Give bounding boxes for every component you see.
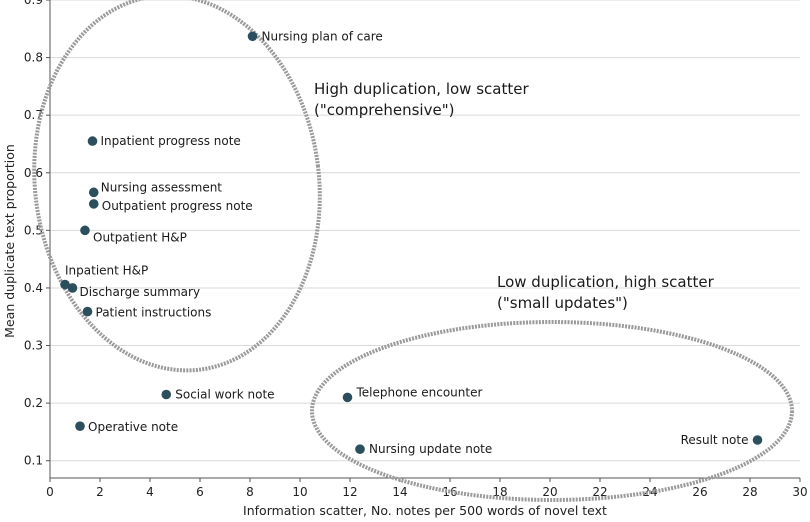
data-point-label: Telephone encounter [356, 385, 483, 399]
x-tick-label: 18 [492, 485, 507, 499]
y-tick-label: 0.4 [24, 281, 43, 295]
annotation-low-duplication-line-2: ("small updates") [497, 294, 628, 312]
annotation-high-duplication-line-1: High duplication, low scatter [314, 80, 529, 98]
data-point [752, 435, 763, 445]
data-point [247, 31, 258, 42]
data-point [82, 306, 93, 317]
y-tick-label: 0.5 [24, 223, 43, 237]
annotations: High duplication, low scatter ("comprehe… [314, 80, 719, 312]
annotation-high-duplication-line-2: ("comprehensive") [314, 101, 454, 119]
cluster-outline-high-duplication [32, 0, 322, 373]
x-tick-label: 6 [196, 485, 204, 499]
x-tick-label: 8 [246, 485, 254, 499]
x-tick-label: 10 [292, 485, 307, 499]
data-point-label: Nursing assessment [101, 180, 223, 194]
x-tick-label: 14 [392, 485, 407, 499]
data-point-label: Discharge summary [80, 285, 201, 299]
y-tick-label: 0.3 [24, 339, 43, 353]
x-tick-label: 30 [792, 485, 807, 499]
annotation-high-duplication: High duplication, low scatter ("comprehe… [314, 80, 533, 119]
x-axis-title: Information scatter, No. notes per 500 w… [243, 503, 607, 518]
data-point [80, 225, 90, 236]
y-axis-title: Mean duplicate text proportion [2, 144, 17, 338]
x-tick-label: 20 [542, 485, 557, 499]
data-point-label: Outpatient H&P [93, 230, 187, 244]
data-point [60, 279, 70, 290]
point-labels: Nursing plan of care Inpatient progress n… [65, 29, 749, 456]
data-point [342, 392, 353, 403]
data-point-label: Nursing plan of care [262, 29, 383, 43]
data-point [88, 187, 99, 198]
data-point [355, 444, 365, 455]
x-tick-label: 4 [146, 485, 154, 499]
data-point [88, 199, 99, 209]
data-point-label: Outpatient progress note [102, 199, 253, 213]
data-point-label: Patient instructions [96, 306, 212, 320]
data-point [161, 389, 172, 400]
data-point-label: Inpatient progress note [101, 134, 241, 148]
data-point-label: Nursing update note [369, 442, 492, 456]
annotation-low-duplication-line-1: Low duplication, high scatter [497, 273, 715, 291]
data-points [60, 31, 763, 455]
x-tick-label: 26 [692, 485, 707, 499]
x-tick-label: 28 [742, 485, 757, 499]
x-tick-label: 12 [342, 485, 357, 499]
annotation-low-duplication: Low duplication, high scatter ("small up… [497, 273, 719, 312]
y-tick-label: 0.8 [24, 51, 43, 65]
cluster-outlines [32, 0, 794, 502]
x-tick-label: 22 [592, 485, 607, 499]
data-point [75, 421, 85, 431]
y-tick-label: 0.9 [24, 0, 43, 7]
axes: 0.10.20.30.40.50.60.70.80.90 2 4 6 8 10 12 14 16… [24, 0, 808, 499]
x-tick-label: 16 [442, 485, 457, 499]
data-point-label: Operative note [88, 420, 178, 434]
data-point-label: Social work note [175, 387, 274, 401]
y-tick-label: 0.1 [24, 454, 43, 468]
y-tick-label: 0.2 [24, 396, 43, 410]
data-point-label: Inpatient H&P [65, 263, 148, 277]
cluster-outline-low-duplication [310, 320, 794, 502]
x-tick-label: 2 [96, 485, 104, 499]
data-point [87, 136, 98, 146]
x-tick-label: 0 [46, 485, 54, 499]
data-point-label: Result note [681, 433, 749, 447]
gridlines [50, 0, 800, 462]
data-point [67, 283, 78, 293]
